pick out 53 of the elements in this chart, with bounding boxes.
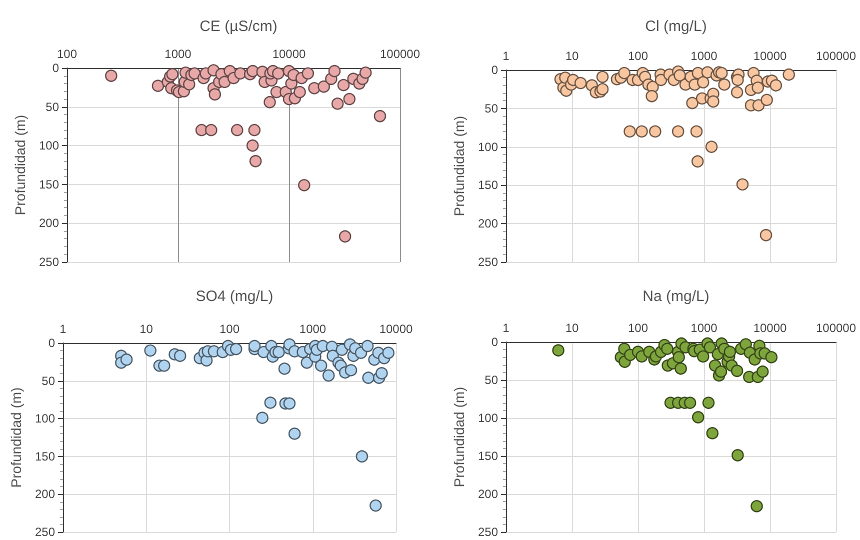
y-tick-label: 100 — [478, 411, 498, 425]
y-tick-label: 100 — [38, 138, 60, 153]
x-tick-label: 1000 — [690, 49, 718, 63]
x-tick-label: 1000 — [299, 322, 326, 336]
y-tick-label: 0 — [48, 336, 56, 350]
x-tick-label: 100000 — [380, 47, 420, 61]
y-tick-label: 250 — [38, 255, 60, 269]
y-tick-label: 150 — [478, 449, 498, 463]
y-tick-label: 150 — [34, 449, 56, 464]
x-tick-label: 1000 — [690, 321, 718, 335]
chart-title: Na (mg/L) — [642, 288, 710, 305]
y-tick-label: 0 — [52, 61, 60, 75]
y-tick-label: 0 — [491, 335, 498, 349]
y-tick-label: 200 — [34, 487, 56, 502]
y-tick-label: 250 — [478, 255, 498, 269]
x-tick-label: 100000 — [816, 49, 856, 63]
chart-title: SO4 (mg/L) — [196, 288, 274, 305]
x-tick-label: 1 — [502, 321, 510, 335]
x-tick-label: 10 — [140, 322, 154, 336]
y-tick-label: 50 — [46, 100, 60, 114]
y-axis-title: Profundidad (m) — [451, 386, 467, 488]
chart-title: CE (µS/cm) — [200, 18, 278, 35]
y-axis-title: Profundidad (m) — [12, 114, 28, 216]
y-tick-label: 250 — [34, 525, 56, 539]
y-tick-label: 200 — [478, 487, 498, 501]
y-tick-label: 0 — [491, 63, 498, 77]
x-tick-label: 100 — [628, 49, 648, 63]
x-tick-label: 100 — [628, 321, 648, 335]
y-tick-label: 50 — [484, 373, 498, 387]
y-tick-label: 200 — [478, 216, 498, 231]
x-tick-label: 10 — [565, 49, 579, 63]
y-tick-label: 150 — [478, 178, 498, 192]
x-tick-label: 100 — [56, 47, 78, 61]
y-tick-label: 50 — [484, 101, 498, 116]
chart-title: Cl (mg/L) — [645, 18, 707, 35]
y-tick-label: 250 — [478, 525, 498, 539]
y-tick-label: 150 — [38, 177, 60, 192]
x-tick-label: 10000 — [753, 49, 788, 63]
y-axis-title: Profundidad (m) — [451, 116, 467, 216]
x-tick-label: 1 — [502, 49, 510, 63]
y-tick-label: 50 — [42, 374, 56, 388]
y-tick-label: 200 — [38, 216, 60, 230]
x-tick-label: 100000 — [816, 321, 856, 335]
y-tick-label: 100 — [478, 140, 498, 154]
x-tick-label: 100 — [219, 322, 240, 336]
x-tick-label: 1000 — [164, 47, 192, 61]
x-tick-label: 1 — [60, 322, 67, 336]
y-axis-title: Profundidad (m) — [8, 387, 24, 488]
x-tick-label: 10000 — [753, 321, 788, 335]
x-tick-label: 10000 — [379, 322, 414, 336]
x-tick-label: 10000 — [272, 47, 306, 61]
y-tick-label: 100 — [34, 412, 56, 426]
x-tick-label: 10 — [565, 321, 579, 335]
